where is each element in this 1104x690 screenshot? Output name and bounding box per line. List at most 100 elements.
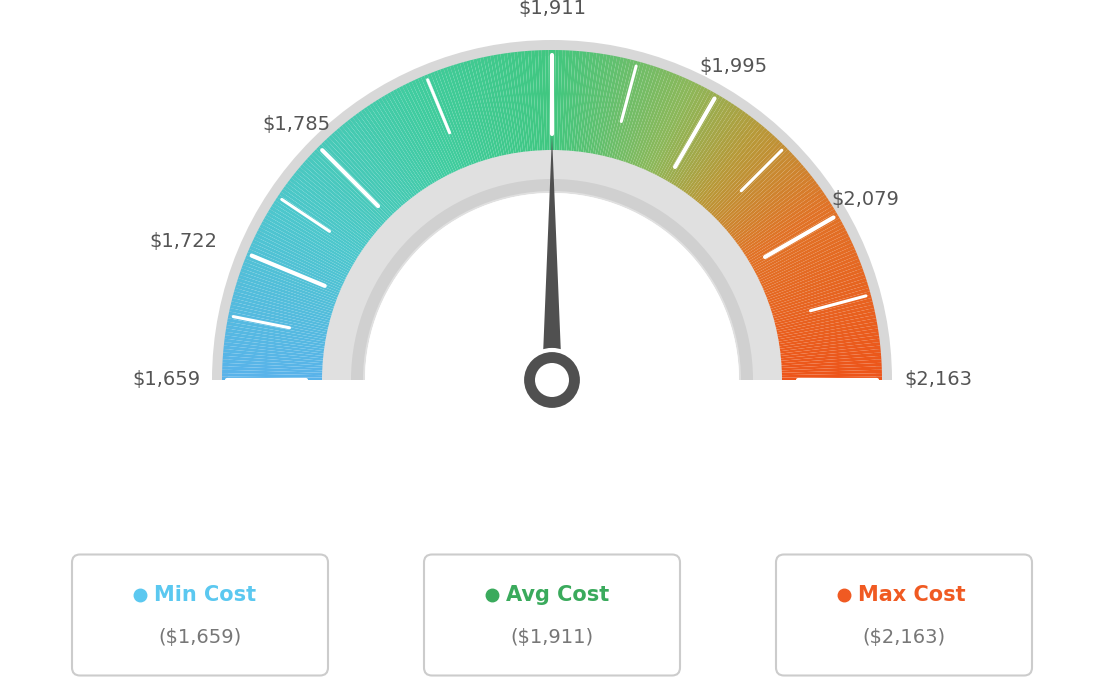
Wedge shape — [587, 55, 611, 173]
Wedge shape — [437, 70, 481, 183]
Wedge shape — [740, 233, 849, 288]
Wedge shape — [676, 113, 749, 211]
Wedge shape — [233, 291, 350, 326]
Wedge shape — [725, 195, 827, 264]
Wedge shape — [464, 61, 498, 178]
Wedge shape — [534, 50, 543, 170]
Wedge shape — [721, 184, 819, 257]
Wedge shape — [454, 64, 491, 179]
Wedge shape — [225, 332, 344, 351]
Wedge shape — [265, 215, 370, 277]
Wedge shape — [237, 278, 352, 317]
Wedge shape — [231, 302, 348, 332]
Wedge shape — [735, 218, 841, 279]
Wedge shape — [563, 50, 573, 170]
Wedge shape — [757, 311, 875, 339]
Wedge shape — [699, 144, 785, 232]
Wedge shape — [736, 221, 842, 281]
Wedge shape — [363, 107, 434, 208]
Wedge shape — [754, 288, 870, 324]
Wedge shape — [319, 144, 405, 232]
Wedge shape — [751, 271, 864, 313]
Wedge shape — [757, 308, 874, 336]
Wedge shape — [659, 96, 723, 200]
Wedge shape — [654, 91, 714, 197]
Wedge shape — [556, 50, 562, 170]
Wedge shape — [574, 52, 590, 171]
Wedge shape — [756, 302, 873, 332]
Wedge shape — [244, 259, 357, 305]
Wedge shape — [222, 359, 342, 369]
Wedge shape — [222, 370, 342, 375]
Wedge shape — [227, 315, 347, 341]
Wedge shape — [370, 104, 437, 205]
Wedge shape — [655, 92, 716, 198]
Wedge shape — [613, 64, 650, 179]
Wedge shape — [602, 59, 634, 177]
Wedge shape — [223, 349, 343, 362]
Wedge shape — [641, 81, 696, 191]
Wedge shape — [212, 40, 892, 380]
Wedge shape — [703, 152, 793, 236]
Wedge shape — [524, 51, 537, 170]
Wedge shape — [507, 52, 526, 172]
Wedge shape — [583, 54, 604, 172]
FancyBboxPatch shape — [776, 555, 1032, 676]
Wedge shape — [408, 81, 463, 191]
Wedge shape — [393, 89, 453, 196]
Wedge shape — [262, 221, 368, 281]
Wedge shape — [761, 339, 880, 356]
Wedge shape — [285, 184, 383, 257]
Wedge shape — [259, 224, 367, 283]
Wedge shape — [274, 200, 375, 268]
Wedge shape — [250, 246, 360, 297]
Wedge shape — [314, 149, 402, 235]
Wedge shape — [242, 265, 355, 309]
Wedge shape — [223, 346, 343, 360]
Text: Avg Cost: Avg Cost — [506, 585, 609, 605]
Wedge shape — [665, 101, 732, 204]
Wedge shape — [594, 57, 620, 175]
Wedge shape — [467, 60, 500, 177]
Wedge shape — [545, 50, 550, 170]
Wedge shape — [323, 139, 408, 228]
Wedge shape — [227, 318, 346, 343]
Wedge shape — [361, 109, 432, 209]
Wedge shape — [255, 233, 364, 288]
Wedge shape — [444, 67, 485, 181]
Wedge shape — [347, 119, 423, 215]
Wedge shape — [457, 63, 493, 179]
Text: Min Cost: Min Cost — [153, 585, 256, 605]
Wedge shape — [629, 73, 677, 186]
Wedge shape — [622, 68, 664, 182]
Wedge shape — [762, 359, 882, 369]
Wedge shape — [755, 298, 872, 330]
Wedge shape — [358, 111, 431, 210]
Wedge shape — [421, 76, 470, 187]
Wedge shape — [266, 212, 371, 275]
Wedge shape — [731, 206, 835, 271]
Wedge shape — [743, 243, 853, 295]
Wedge shape — [718, 178, 815, 253]
Wedge shape — [649, 88, 708, 195]
Wedge shape — [636, 77, 687, 188]
Wedge shape — [760, 325, 878, 347]
Wedge shape — [567, 51, 580, 170]
Wedge shape — [723, 189, 822, 260]
Wedge shape — [754, 291, 871, 326]
Wedge shape — [243, 262, 355, 307]
Wedge shape — [487, 56, 512, 174]
Wedge shape — [347, 175, 757, 380]
Circle shape — [522, 350, 582, 410]
Wedge shape — [434, 70, 479, 184]
Wedge shape — [712, 167, 806, 246]
Wedge shape — [686, 126, 765, 219]
Wedge shape — [326, 137, 410, 227]
Wedge shape — [223, 353, 342, 364]
Wedge shape — [549, 50, 552, 170]
Wedge shape — [477, 58, 507, 175]
Wedge shape — [375, 99, 442, 203]
Wedge shape — [291, 175, 388, 251]
Wedge shape — [625, 70, 670, 184]
Wedge shape — [412, 80, 465, 190]
